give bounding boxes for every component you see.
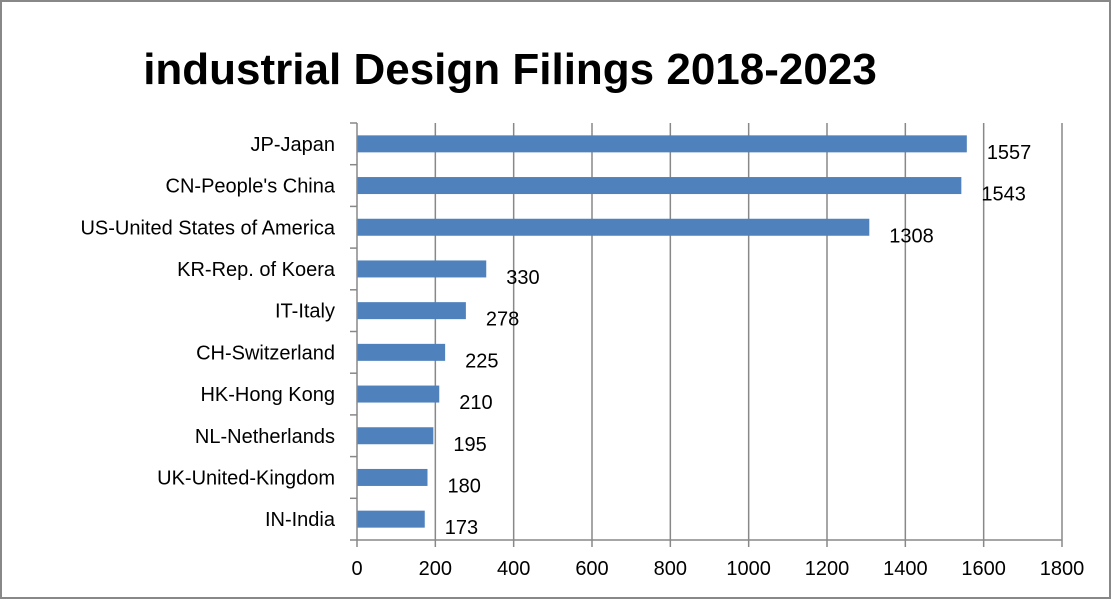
x-tick-label: 1400 bbox=[883, 558, 928, 580]
x-tick-label: 400 bbox=[497, 558, 530, 580]
data-label: 195 bbox=[453, 434, 486, 456]
category-label: HK-Hong Kong bbox=[200, 384, 335, 406]
data-label: 1543 bbox=[981, 184, 1026, 206]
category-labels: JP-Japan CN-People's China US-United State… bbox=[80, 134, 335, 531]
x-tick-label: 1800 bbox=[1040, 558, 1085, 580]
bar bbox=[357, 260, 487, 278]
bar bbox=[357, 385, 440, 403]
x-tick-label: 800 bbox=[654, 558, 687, 580]
x-tick-label: 600 bbox=[575, 558, 608, 580]
category-label: CN-People's China bbox=[166, 176, 336, 198]
bars bbox=[357, 135, 967, 528]
bar bbox=[357, 302, 466, 320]
category-label: IN-India bbox=[265, 509, 336, 531]
bar bbox=[357, 510, 425, 528]
bar bbox=[357, 343, 446, 361]
category-label: IT-Italy bbox=[275, 301, 335, 323]
bar bbox=[357, 135, 967, 153]
bar bbox=[357, 177, 962, 195]
data-label: 330 bbox=[506, 267, 539, 289]
data-label: 225 bbox=[465, 350, 498, 372]
data-label: 278 bbox=[486, 309, 519, 331]
x-tick-label: 1000 bbox=[726, 558, 771, 580]
bar bbox=[357, 468, 428, 486]
data-label: 180 bbox=[448, 475, 481, 497]
chart-title: industrial Design Filings 2018-2023 bbox=[143, 45, 877, 94]
data-label: 1308 bbox=[889, 225, 934, 247]
data-label: 1557 bbox=[987, 142, 1031, 164]
category-label: JP-Japan bbox=[251, 134, 336, 156]
category-label: KR-Rep. of Koera bbox=[177, 259, 336, 281]
category-label: UK-United-Kingdom bbox=[157, 467, 335, 489]
data-labels: 1557 1543 1308 330 278 225 210 195 180 173 bbox=[445, 142, 1032, 539]
category-label: US-United States of America bbox=[80, 217, 335, 239]
x-tick-label: 200 bbox=[419, 558, 452, 580]
x-tick-label: 0 bbox=[351, 558, 362, 580]
data-label: 210 bbox=[459, 392, 492, 414]
data-label: 173 bbox=[445, 517, 478, 539]
bar bbox=[357, 218, 870, 236]
category-label: CH-Switzerland bbox=[196, 342, 335, 364]
axes bbox=[350, 122, 1063, 547]
bar bbox=[357, 427, 434, 445]
x-tick-label: 1200 bbox=[805, 558, 850, 580]
x-tick-labels: 0 200 400 600 800 1000 1200 1400 1600 1800 bbox=[351, 558, 1084, 580]
category-label: NL-Netherlands bbox=[195, 426, 335, 448]
x-tick-label: 1600 bbox=[961, 558, 1006, 580]
